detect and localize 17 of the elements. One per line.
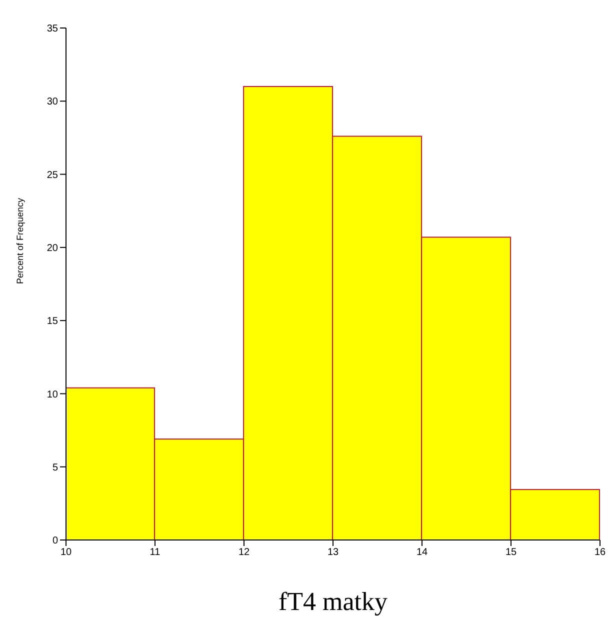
y-tick-label: 20 bbox=[46, 242, 58, 254]
x-axis-title: fT4 matky bbox=[278, 587, 388, 616]
x-tick-label: 11 bbox=[150, 547, 161, 558]
x-tick-label: 16 bbox=[594, 547, 606, 558]
x-tick-label: 10 bbox=[60, 547, 72, 558]
y-tick-label: 35 bbox=[46, 24, 58, 35]
y-tick-label: 15 bbox=[46, 316, 58, 328]
x-tick-label: 13 bbox=[327, 547, 339, 558]
y-tick-label: 0 bbox=[52, 536, 58, 547]
x-tick-label: 14 bbox=[416, 547, 428, 558]
y-axis-title: Percent of Frequency bbox=[15, 197, 26, 284]
y-tick-label: 30 bbox=[46, 96, 58, 108]
y-tick-label: 10 bbox=[46, 389, 58, 400]
x-tick-label: 15 bbox=[505, 547, 517, 558]
y-tick-label: 5 bbox=[52, 462, 58, 474]
y-tick-label: 25 bbox=[46, 170, 58, 181]
x-tick-label: 12 bbox=[238, 547, 250, 558]
